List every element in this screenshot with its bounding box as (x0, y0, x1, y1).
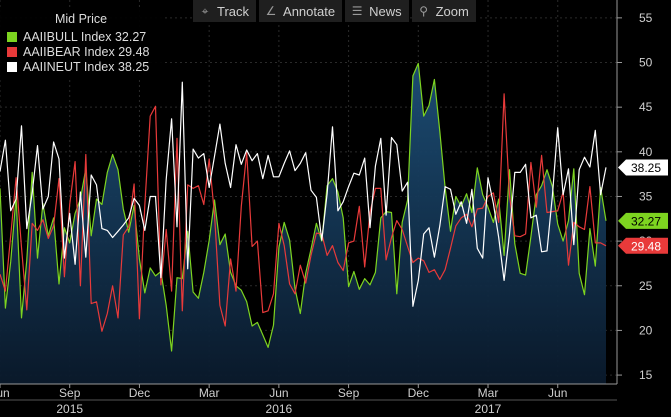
neut-swatch (7, 61, 17, 72)
y-tick-label-1: 20 (639, 323, 653, 337)
annotate-button[interactable]: ∠ Annotate (259, 0, 344, 22)
last-value-bull: 32.27 (618, 212, 668, 229)
legend-item-bull[interactable]: AAIIBULL Index 32.27 (0, 29, 162, 44)
last-value-tag-bull (618, 212, 668, 229)
y-tick-label-8: 55 (639, 11, 653, 25)
x-year-label-1: 2016 (266, 402, 293, 416)
last-value-text-bear: 29.48 (631, 239, 661, 253)
y-tick-label-0: 15 (639, 368, 653, 382)
x-year-label-0: 2015 (56, 402, 83, 416)
x-year-label-2: 2017 (475, 402, 502, 416)
x-month-label-4: Jun (269, 386, 288, 400)
x-axis: Jun Sep Dec Mar Jun Sep Dec Mar Jun 2015 2016 2017 (0, 383, 671, 417)
pencil-icon: ∠ (265, 4, 277, 18)
last-value-text-neut: 38.25 (631, 161, 661, 175)
legend-item-neut[interactable]: AAIINEUT Index 38.25 (0, 59, 162, 74)
crosshair-icon: ⌖ (201, 3, 209, 18)
news-button[interactable]: ☰ News (345, 0, 410, 22)
bull-area-fill (0, 63, 606, 385)
last-value-text-bull: 32.27 (631, 214, 661, 228)
series-lines (0, 62, 607, 352)
y-tick-label-2: 25 (639, 279, 653, 293)
series-line-bear (0, 93, 607, 332)
legend-title: Mid Price (54, 12, 108, 26)
last-value-bear: 29.48 (618, 237, 668, 254)
news-icon: ☰ (351, 4, 363, 18)
magnifier-icon: ⚲ (419, 4, 428, 18)
neut-name: AAIINEUT Index (23, 59, 115, 74)
bear-value: 29.48 (118, 44, 150, 59)
news-label: News (369, 3, 402, 19)
bull-value: 32.27 (114, 29, 147, 44)
y-tick-label-7: 50 (639, 56, 653, 70)
x-month-label-8: Jun (548, 386, 567, 400)
bull-swatch (7, 31, 17, 42)
last-value-tag-bear (618, 237, 668, 254)
chart-legend: Mid Price AAIIBULL Index 32.27 AAIIBEAR … (0, 10, 162, 78)
y-tick-label-4: 35 (639, 189, 653, 203)
y-axis: 152025303540455055 (616, 0, 653, 384)
x-month-label-2: Dec (129, 386, 150, 400)
zoom-button[interactable]: ⚲ Zoom (411, 0, 477, 22)
x-month-label-5: Sep (338, 386, 360, 400)
bull-name: AAIIBULL Index (23, 29, 112, 44)
chart-toolbar: ⌖ Track ∠ Annotate ☰ News ⚲ Zoom (193, 0, 477, 22)
series-line-bull (0, 62, 607, 352)
last-value-tag-neut (618, 159, 668, 176)
zoom-label: Zoom (435, 3, 469, 19)
y-tick-label-5: 40 (639, 145, 653, 159)
x-month-label-3: Mar (199, 386, 220, 400)
x-month-label-1: Sep (59, 386, 81, 400)
y-tick-label-6: 45 (639, 100, 653, 114)
x-month-label-7: Mar (478, 386, 499, 400)
x-month-label-0: Jun (0, 386, 10, 400)
neut-value: 38.25 (117, 59, 150, 74)
track-label: Track (217, 3, 250, 19)
bear-name: AAIIBEAR Index (23, 44, 115, 59)
x-month-label-6: Dec (408, 386, 429, 400)
legend-item-bear[interactable]: AAIIBEAR Index 29.48 (0, 44, 162, 59)
last-value-labels: 32.27 29.48 38.25 (618, 159, 668, 254)
track-button[interactable]: ⌖ Track (193, 0, 258, 22)
series-line-neut (0, 81, 607, 307)
last-value-neut: 38.25 (618, 159, 668, 176)
bear-swatch (7, 46, 17, 57)
annotate-label: Annotate (283, 3, 336, 19)
